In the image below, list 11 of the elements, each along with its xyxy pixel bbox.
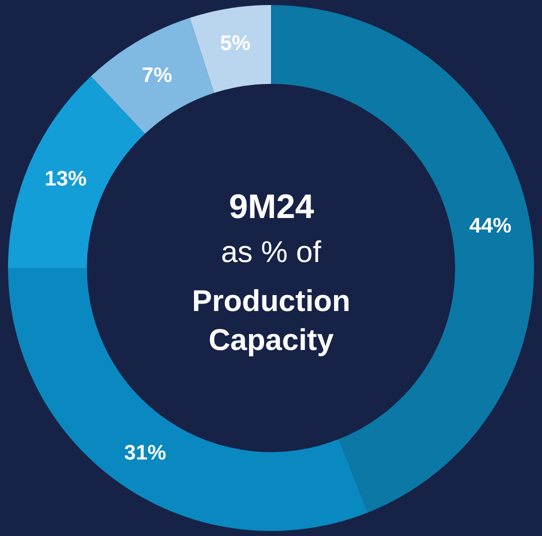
data-label: 31% [124, 441, 167, 464]
text: 9M24 [229, 188, 314, 226]
donut-slice [90, 18, 214, 134]
data-label: 13% [44, 168, 88, 191]
donut-slice [8, 268, 368, 531]
text: Production Capacity [192, 285, 350, 357]
data-label: 7% [142, 64, 173, 88]
data-label: 44% [469, 214, 512, 238]
donut-slice [190, 5, 271, 93]
text: as % of [221, 236, 322, 269]
data-label: 5% [220, 32, 251, 55]
